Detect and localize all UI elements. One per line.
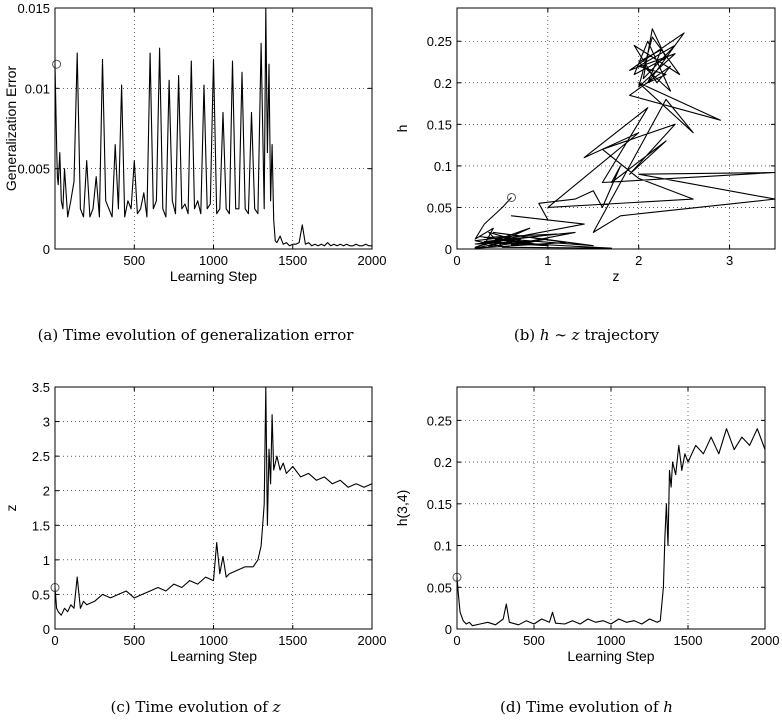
x-tick-label: 0 [453,633,460,648]
x-tick-label: 0 [51,633,58,648]
series-line [456,428,766,627]
x-tick-label: 2 [635,253,642,268]
x-axis-label: Learning Step [170,648,257,664]
x-tick-label: 1000 [199,633,228,648]
caption-d-math: h [663,698,673,716]
y-tick-label: 1 [43,553,50,568]
x-axis-label: Learning Step [567,648,654,664]
caption-b: (b) h ∼ z trajectory [391,326,782,344]
y-tick-label: 3.5 [32,380,50,395]
y-axis-label: h [394,125,410,133]
y-tick-label: 0.1 [434,539,452,554]
y-tick-label: 0.15 [427,497,452,512]
x-tick-label: 1 [544,253,551,268]
caption-d-prefix: (d) Time evolution of [500,698,664,716]
y-tick-label: 0.25 [427,34,452,49]
series-line [54,7,372,247]
x-tick-label: 2000 [358,253,387,268]
panel-d: 0 500 1000 1500 2000 0 0.05 0.1 0.15 0.2 0.25 Learn… [391,364,782,728]
y-tick-label: 0 [43,242,50,257]
y-tick-label: 0.2 [434,76,452,91]
x-tick-label: 0 [453,253,460,268]
panel-c: 0 500 1000 1500 2000 0 0.5 1 1.5 2 2.5 3 3.5 Learning… [0,364,391,728]
x-tick-label: 1000 [199,253,228,268]
chart-h-z-trajectory: 0 1 2 3 0 0.05 0.1 0.15 0.2 0.25 z h [394,7,776,284]
start-marker [507,192,517,202]
x-tick-label: 500 [523,633,545,648]
y-tick-label: 0.5 [32,587,50,602]
y-axis-label: h(3,4) [394,490,410,527]
caption-c-prefix: (c) Time evolution of [110,698,273,716]
y-axis-label: z [3,505,19,512]
panel-b: 0 1 2 3 0 0.05 0.1 0.15 0.2 0.25 z h (b) h ∼ z traj… [391,0,782,364]
y-tick-label: 0.2 [434,455,452,470]
y-tick-label: 1.5 [32,518,50,533]
y-tick-label: 0.25 [427,413,452,428]
y-tick-label: 0.05 [427,200,452,215]
x-axis-label: Learning Step [170,268,257,284]
y-tick-label: 0 [445,622,452,637]
y-tick-label: 2.5 [32,449,50,464]
caption-c-math: z [272,698,281,716]
caption-b-prefix: (b) [513,326,540,344]
start-marker [52,59,62,69]
caption-b-math: h ∼ z [539,326,580,344]
y-tick-label: 0.05 [427,580,452,595]
chart-generalization-error: 500 1000 1500 2000 0 0.005 0.01 0.015 Learning S… [3,1,387,284]
plot-frame [456,7,776,250]
x-tick-label: 2000 [751,633,780,648]
x-axis-label: z [613,268,620,284]
y-tick-label: 0.01 [25,81,50,96]
y-tick-label: 0.15 [427,117,452,132]
caption-c: (c) Time evolution of z [0,698,391,716]
caption-a: (a) Time evolution of generalization err… [37,326,354,344]
y-tick-label: 0.015 [17,1,50,16]
series-line [474,28,776,249]
y-tick-label: 0 [43,622,50,637]
caption-d: (d) Time evolution of h [391,698,782,716]
chart-z-evolution: 0 500 1000 1500 2000 0 0.5 1 1.5 2 2.5 3 3.5 Learning… [3,380,387,664]
chart-h-evolution: 0 500 1000 1500 2000 0 0.05 0.1 0.15 0.2 0.25 Learn… [394,386,780,664]
y-tick-label: 3 [43,415,50,430]
x-tick-label: 1500 [674,633,703,648]
caption-b-suffix: trajectory [579,326,660,344]
x-tick-label: 1500 [278,633,307,648]
series-line [54,386,373,616]
x-tick-label: 3 [726,253,733,268]
y-tick-label: 2 [43,484,50,499]
y-axis-label: Generalization Error [3,66,19,192]
y-tick-label: 0.1 [434,159,452,174]
y-tick-label: 0 [445,242,452,257]
x-tick-label: 500 [123,253,145,268]
y-tick-label: 0.005 [17,162,50,177]
x-tick-label: 1000 [597,633,626,648]
x-tick-label: 2000 [358,633,387,648]
x-tick-label: 1500 [278,253,307,268]
x-tick-label: 500 [123,633,145,648]
panel-a: 500 1000 1500 2000 0 0.005 0.01 0.015 Learning S… [0,0,391,364]
